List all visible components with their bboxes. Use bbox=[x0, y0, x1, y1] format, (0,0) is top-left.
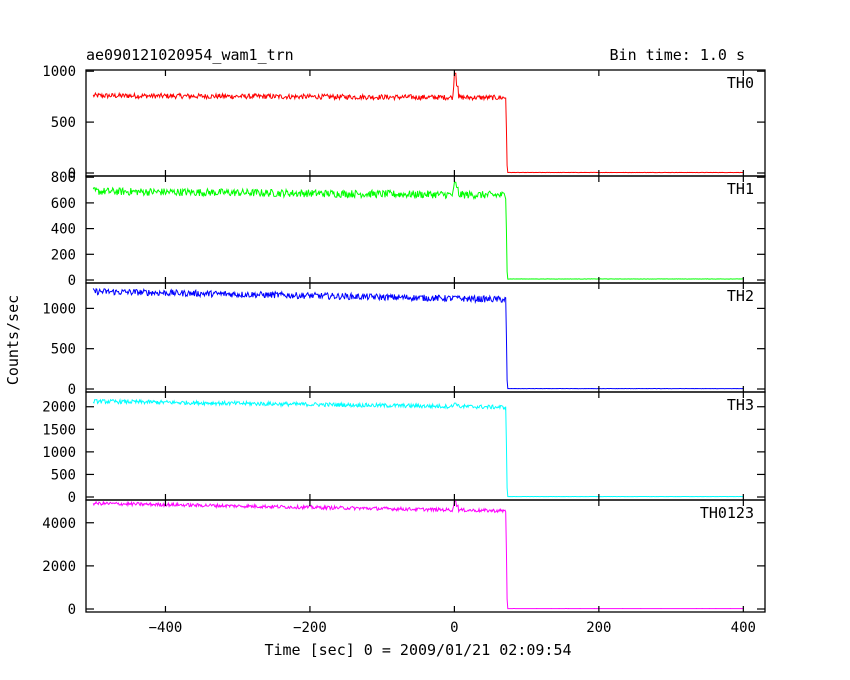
x-tick-label: −400 bbox=[149, 620, 183, 636]
series-label-th0: TH0 bbox=[727, 74, 754, 92]
series-line-th2 bbox=[92, 287, 744, 390]
series-label-th3: TH3 bbox=[727, 396, 754, 414]
y-tick-label: 1500 bbox=[42, 422, 76, 438]
y-tick-label: 1000 bbox=[42, 301, 76, 317]
series-line-th0123 bbox=[92, 500, 744, 610]
panel-frame bbox=[85, 499, 766, 613]
y-tick-label: 0 bbox=[68, 382, 76, 398]
panel-th3: 0 500 1000 1500 2000 TH3 bbox=[42, 391, 766, 506]
series-label-th1: TH1 bbox=[727, 180, 754, 198]
y-tick-label: 600 bbox=[51, 196, 76, 212]
y-tick-label: 200 bbox=[51, 247, 76, 263]
panels-group: 0 500 1000 TH0 0 200 400 600 800 TH1 0 500 1000 TH2 0 5… bbox=[42, 64, 766, 618]
y-tick-label: 500 bbox=[51, 115, 76, 131]
bin-time-label: Bin time: 1.0 s bbox=[610, 46, 745, 64]
panel-th2: 0 500 1000 TH2 bbox=[42, 282, 766, 398]
series-label-th0123: TH0123 bbox=[700, 504, 754, 522]
y-tick-label: 4000 bbox=[42, 516, 76, 532]
x-axis-label: Time [sec] 0 = 2009/01/21 02:09:54 bbox=[264, 641, 571, 659]
y-tick-label: 1000 bbox=[42, 445, 76, 461]
y-tick-label: 2000 bbox=[42, 400, 76, 416]
x-tick-label: 400 bbox=[731, 620, 756, 636]
x-tick-label: −200 bbox=[293, 620, 327, 636]
y-tick-label: 500 bbox=[51, 467, 76, 483]
y-tick-label: 0 bbox=[68, 273, 76, 289]
y-tick-label: 1000 bbox=[42, 64, 76, 80]
y-tick-label: 800 bbox=[51, 170, 76, 186]
y-tick-label: 2000 bbox=[42, 559, 76, 575]
series-line-th3 bbox=[92, 397, 744, 498]
y-tick-label: 0 bbox=[68, 490, 76, 506]
x-axis: −400 −200 0 200 400 bbox=[149, 620, 756, 636]
x-tick-label: 0 bbox=[450, 620, 458, 636]
y-tick-label: 0 bbox=[68, 602, 76, 618]
panel-th0123: 0 2000 4000 TH0123 bbox=[42, 499, 766, 618]
y-tick-label: 400 bbox=[51, 222, 76, 238]
y-axis-label: Counts/sec bbox=[4, 295, 22, 385]
series-line-th1 bbox=[92, 181, 744, 280]
x-tick-label: 200 bbox=[586, 620, 611, 636]
series-line-th0 bbox=[92, 72, 744, 174]
series-label-th2: TH2 bbox=[727, 287, 754, 305]
chart-title: ae090121020954_wam1_trn bbox=[86, 46, 294, 64]
y-tick-label: 500 bbox=[51, 342, 76, 358]
y-tick-label: 0 bbox=[68, 166, 76, 182]
